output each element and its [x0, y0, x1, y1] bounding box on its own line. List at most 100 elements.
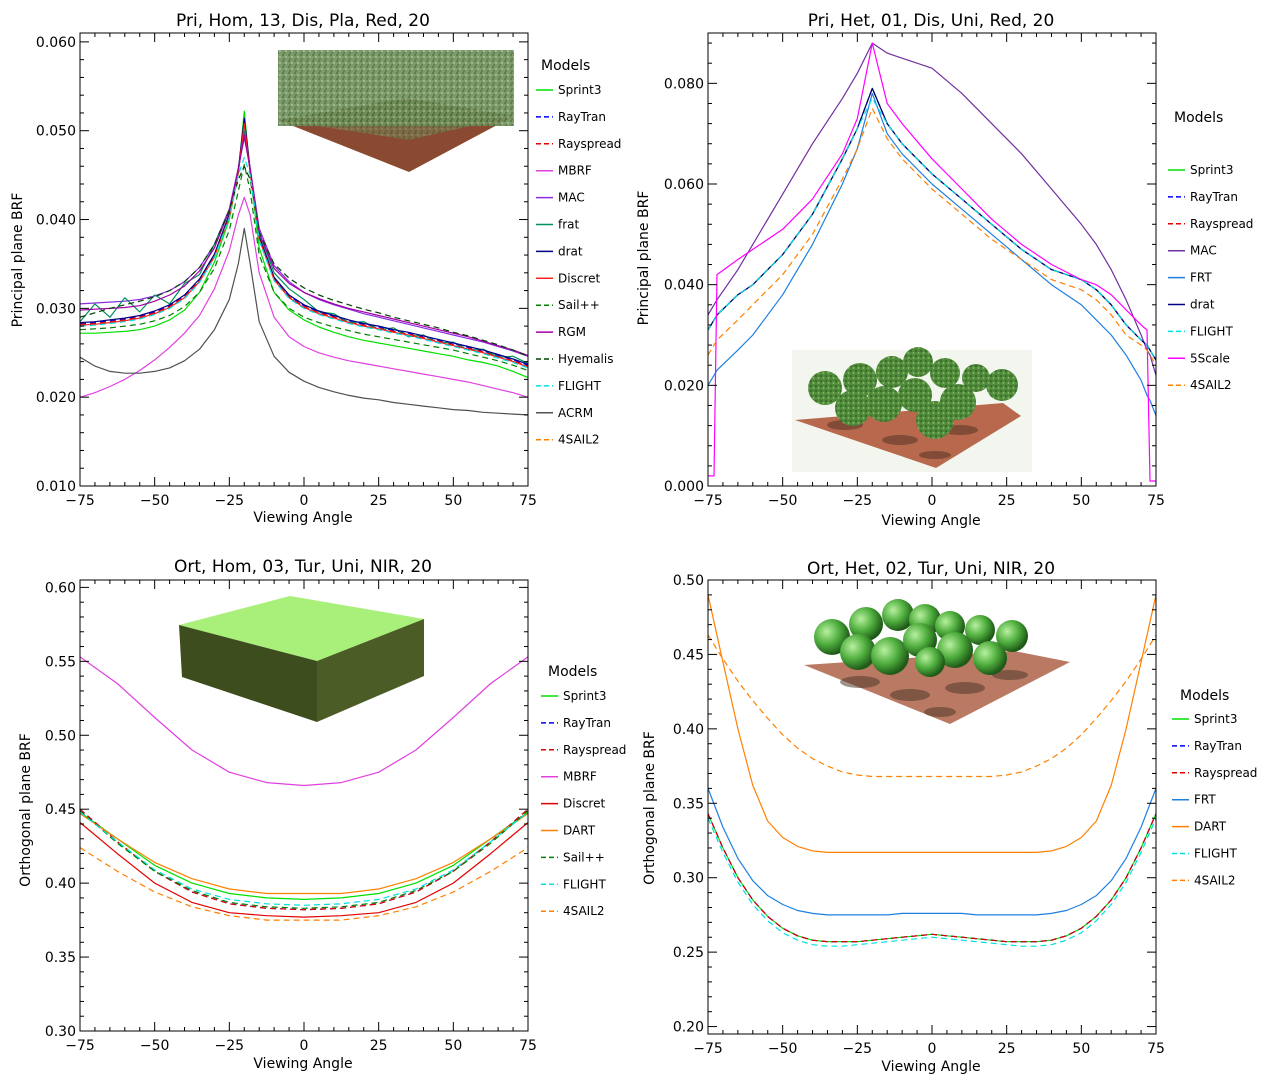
- y-tick-label: 0.080: [664, 76, 704, 92]
- x-tick-label: −50: [140, 1038, 170, 1054]
- series-line-flight: [707, 97, 1157, 361]
- y-tick-label: 0.40: [45, 876, 76, 892]
- y-tick-label: 0.010: [36, 479, 76, 495]
- y-tick-label: 0.60: [45, 580, 76, 596]
- legend-label: 5Scale: [1190, 351, 1230, 365]
- legend-label: FRT: [1194, 793, 1216, 807]
- x-tick-label: −75: [65, 493, 95, 509]
- x-tick-label: −75: [693, 1041, 723, 1057]
- x-tick-label: −50: [140, 493, 170, 509]
- series-line-sail-: [79, 163, 529, 372]
- panel-4: Ort, Het, 02, Tur, Uni, NIR, 20 Orthogon…: [642, 559, 1229, 1075]
- x-tick-label: 75: [519, 1038, 537, 1054]
- series-line-mac: [79, 137, 529, 357]
- plot-layer: −75 −50 −25 0 25 50 75 0.010 0.020 0.030 0.040 0.05…: [36, 32, 1258, 1057]
- y-tick-label: 0.060: [36, 35, 76, 51]
- y-axis-label: Orthogonal plane BRF: [642, 731, 658, 885]
- x-tick-label: −50: [768, 1041, 798, 1057]
- homogeneous-canopy-scene: [278, 50, 514, 172]
- y-tick-label: 0.35: [45, 950, 76, 966]
- y-axis-label: Principal plane BRF: [10, 193, 26, 328]
- legend-label: Rayspread: [563, 743, 626, 757]
- legend-label: Rayspread: [558, 137, 621, 151]
- y-tick-label: 0.45: [673, 647, 704, 663]
- y-tick-label: 0.020: [36, 390, 76, 406]
- x-tick-label: 25: [998, 493, 1016, 509]
- legend-title: Models: [548, 664, 597, 680]
- chart-title: Ort, Hom, 03, Tur, Uni, NIR, 20: [174, 557, 432, 577]
- y-axis-label: Orthogonal plane BRF: [18, 733, 34, 887]
- legend-label: Sprint3: [563, 689, 606, 703]
- y-tick-label: 0.25: [673, 945, 704, 961]
- y-tick-label: 0.050: [36, 124, 76, 140]
- x-tick-label: 25: [370, 493, 388, 509]
- legend-label: 4SAIL2: [563, 904, 605, 918]
- x-tick-label: 50: [444, 493, 462, 509]
- y-tick-label: 0.030: [36, 301, 76, 317]
- series-line-flight: [79, 156, 529, 369]
- y-tick-label: 0.20: [673, 1020, 704, 1036]
- x-axis-label: Viewing Angle: [881, 513, 980, 529]
- y-tick-label: 0.30: [45, 1024, 76, 1040]
- x-tick-label: 0: [928, 1041, 937, 1057]
- series-line-sprint3: [80, 110, 529, 379]
- legend-label: FLIGHT: [1190, 324, 1233, 338]
- series-line-drat: [707, 87, 1157, 361]
- series-line-frt: [707, 92, 1157, 416]
- legend-label: FRT: [1190, 271, 1212, 285]
- legend-label: FLIGHT: [558, 379, 601, 393]
- y-tick-label: 0.30: [673, 871, 704, 887]
- legend-label: Sprint3: [1190, 163, 1233, 177]
- legend-label: Discret: [563, 797, 605, 811]
- y-axis-label: Principal plane BRF: [636, 191, 652, 326]
- x-tick-label: −25: [843, 493, 873, 509]
- legend-label: Sail++: [563, 850, 605, 864]
- spherical-shrub-scene: [792, 347, 1032, 472]
- legend-label: frat: [558, 218, 580, 232]
- x-tick-label: 0: [300, 493, 309, 509]
- legend-label: RayTran: [1194, 739, 1242, 753]
- legend-label: RayTran: [1190, 190, 1238, 204]
- y-tick-label: 0.50: [45, 728, 76, 744]
- legend: Sprint3 RayTran Rayspread MBRF MAC frat drat Di…: [536, 83, 621, 447]
- legend-label: DART: [1194, 820, 1227, 834]
- series-line-mbrf: [79, 656, 529, 787]
- series-line-sprint3: [707, 87, 1157, 361]
- legend-label: Discret: [558, 271, 600, 285]
- panel-1: Pri, Hom, 13, Dis, Pla, Red, 20 Principa…: [10, 11, 590, 526]
- chart-title: Pri, Hom, 13, Dis, Pla, Red, 20: [176, 11, 430, 31]
- legend-label: 4SAIL2: [1190, 378, 1232, 392]
- series-line-dart: [79, 813, 529, 895]
- series-line-discret: [79, 822, 529, 918]
- chart-title: Ort, Het, 02, Tur, Uni, NIR, 20: [807, 559, 1055, 579]
- legend-label: Sprint3: [1194, 712, 1237, 726]
- legend-title: Models: [1180, 688, 1229, 704]
- legend-label: FLIGHT: [563, 877, 606, 891]
- series-line-rayspread: [79, 808, 529, 911]
- legend-label: 4SAIL2: [558, 433, 600, 447]
- turbid-slab-scene: [179, 596, 424, 722]
- legend-label: Rayspread: [1194, 766, 1257, 780]
- x-axis-label: Viewing Angle: [253, 510, 352, 526]
- y-tick-label: 0.45: [45, 802, 76, 818]
- x-tick-label: 50: [444, 1038, 462, 1054]
- x-tick-label: 0: [300, 1038, 309, 1054]
- legend-label: Sail++: [558, 298, 600, 312]
- x-tick-label: 25: [998, 1041, 1016, 1057]
- legend-label: Sprint3: [558, 83, 601, 97]
- plot-4: −75 −50 −25 0 25 50 75 0.20 0.25 0.30 0.35 0.40 0.45…: [673, 573, 1258, 1057]
- series-line-rayspread: [707, 813, 1157, 943]
- legend-label: Rayspread: [1190, 217, 1253, 231]
- series-line-rgm: [79, 134, 529, 356]
- legend-label: 4SAIL2: [1194, 873, 1236, 887]
- x-tick-label: 25: [370, 1038, 388, 1054]
- series-line-raytran: [707, 87, 1157, 361]
- plot-3: −75 −50 −25 0 25 50 75 0.30 0.35 0.40 0.45 0.50 0.55…: [45, 579, 626, 1054]
- plot-2: −75 −50 −25 0 25 50 75 0.000 0.020 0.040 0.060 0.08…: [664, 32, 1253, 509]
- legend-label: MBRF: [558, 164, 592, 178]
- series-line-sprint3: [79, 811, 529, 901]
- series-line-sail-: [79, 810, 529, 909]
- x-axis-label: Viewing Angle: [253, 1056, 352, 1072]
- series-line-acrm: [79, 227, 529, 416]
- series-line-mac: [707, 42, 1157, 376]
